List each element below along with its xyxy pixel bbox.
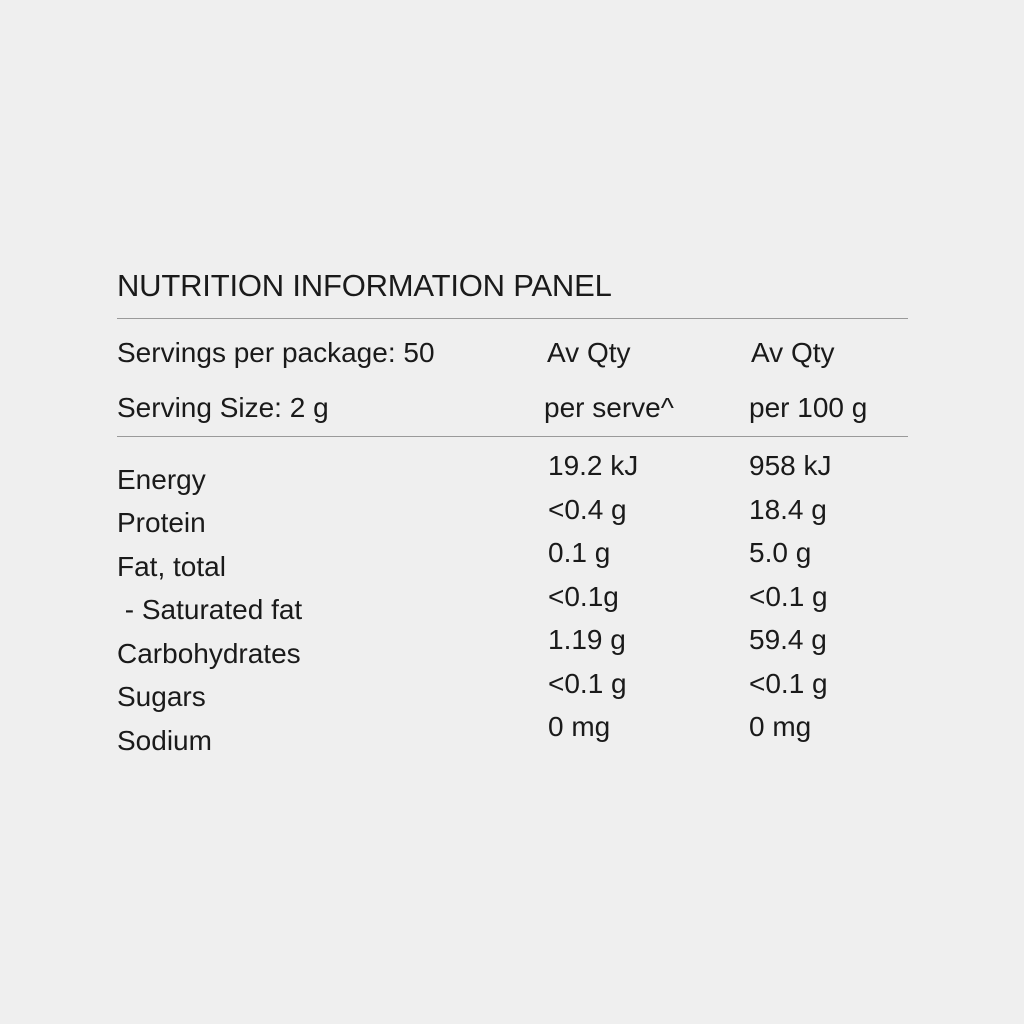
per-serve-value: 0.1 g <box>548 537 611 568</box>
nutrient-name: Carbohydrates <box>117 638 301 669</box>
per-100g-value: 958 kJ <box>749 450 832 481</box>
per-100g-value: <0.1 g <box>749 668 828 699</box>
per-serve-value: 19.2 kJ <box>548 450 639 481</box>
per-100g-header-line1: Av Qty <box>751 337 835 368</box>
per-100g-value: 18.4 g <box>749 494 827 525</box>
per-serve-header-line2: per serve^ <box>544 392 674 423</box>
nutrient-name: Fat, total <box>117 551 226 582</box>
per-serve-header-line1: Av Qty <box>547 337 631 368</box>
per-100g-value: 5.0 g <box>749 537 812 568</box>
panel-title: NUTRITION INFORMATION PANEL <box>117 268 612 303</box>
per-100g-value: <0.1 g <box>749 581 828 612</box>
panel-header: Servings per package: 50 Serving Size: 2… <box>117 319 908 436</box>
per-serve-value: 0 mg <box>548 711 611 742</box>
nutrient-name: Sodium <box>117 725 212 756</box>
per-serve-value: <0.1 g <box>548 668 627 699</box>
per-serve-value: 1.19 g <box>548 624 626 655</box>
header-divider <box>117 436 908 437</box>
nutrition-panel: NUTRITION INFORMATION PANEL Servings per… <box>117 266 908 777</box>
per-100g-value: 59.4 g <box>749 624 827 655</box>
per-serve-value: <0.4 g <box>548 494 627 525</box>
per-100g-header-line2: per 100 g <box>749 392 868 423</box>
serving-size: Serving Size: 2 g <box>117 392 329 423</box>
nutrient-name: Protein <box>117 507 206 538</box>
per-100g-value: 0 mg <box>749 711 812 742</box>
servings-per-package: Servings per package: 50 <box>117 337 435 368</box>
nutrient-name: Energy <box>117 464 206 495</box>
nutrient-name: Sugars <box>117 681 206 712</box>
nutrient-name: - Saturated fat <box>117 594 303 625</box>
top-divider <box>117 318 908 319</box>
nutrient-table: Energy Protein Fat, total - Saturated fa… <box>117 437 908 777</box>
per-serve-value: <0.1g <box>548 581 619 612</box>
